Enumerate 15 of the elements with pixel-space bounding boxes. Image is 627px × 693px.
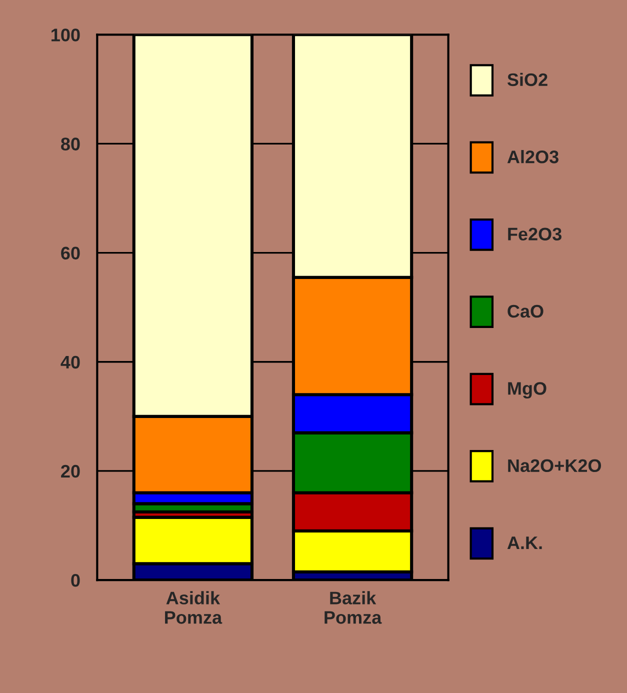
x-tick-label: Bazik Pomza [324,591,382,624]
legend-label: SiO2 [507,72,548,86]
y-tick-label: 60 [61,246,80,260]
y-tick-label: 0 [71,574,80,587]
legend-label: Na2O+K2O [508,459,602,472]
x-tick-label: Asidik Pomza [165,591,222,624]
y-tick-label: 20 [61,464,80,478]
legend-label: A.K. [507,536,542,550]
y-tick-label: 40 [60,356,80,369]
legend-label: MgO [508,382,546,399]
legend-label: Fe2O3 [508,228,562,241]
y-tick-label: 80 [61,138,80,150]
y-tick-label: 100 [52,28,80,42]
legend-label: CaO [508,304,544,318]
legend-label: Al2O3 [507,150,558,164]
